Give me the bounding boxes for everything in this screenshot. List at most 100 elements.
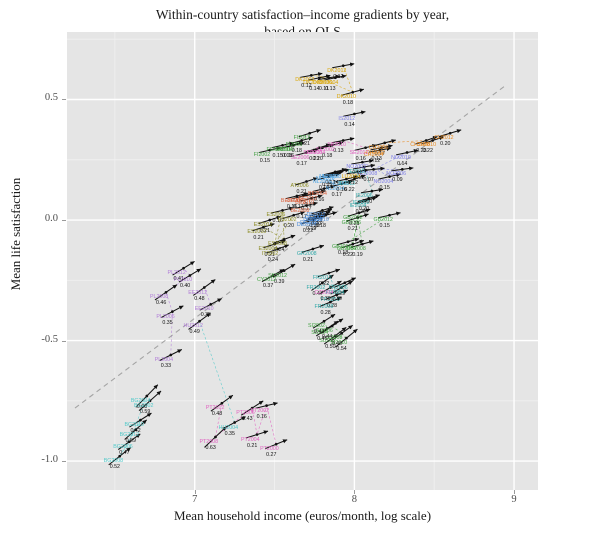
data-point — [250, 406, 254, 410]
data-point — [317, 76, 321, 80]
data-point — [118, 454, 122, 458]
point-country-year-label: CH2010 — [416, 142, 437, 149]
data-point — [353, 112, 356, 116]
point-country-year-label: SI2004 — [311, 330, 329, 337]
point-slope-value: 0.20 — [358, 206, 370, 213]
point-country-year-label: FI2008 — [285, 142, 303, 149]
y-tick-label: -1.0 — [41, 454, 58, 466]
point-country-year-label: IE2010 — [347, 168, 365, 175]
point-country-year-label: SE2006 — [290, 154, 310, 161]
data-point — [327, 271, 331, 275]
point-slope-value: 0.48 — [194, 295, 205, 302]
data-point — [295, 194, 299, 198]
point-country-year-label: ES2008 — [268, 241, 287, 248]
point-slope-value: 0.14 — [309, 85, 320, 92]
point-slope-value: 0.17 — [374, 150, 386, 157]
data-point — [139, 418, 142, 422]
point-slope-value: 0.22 — [302, 228, 314, 235]
data-point — [198, 319, 201, 323]
point-country-year-label: NO2002 — [346, 164, 367, 171]
data-point — [268, 148, 272, 152]
data-point — [340, 286, 343, 289]
point-country-year-label: NL2002 — [330, 181, 349, 188]
data-point — [308, 131, 312, 135]
point-slope-value: 0.22 — [344, 187, 355, 194]
point-country-year-label: SE2010 — [327, 142, 347, 149]
data-point — [405, 151, 409, 154]
point-country-year-label: IT2002 — [261, 250, 279, 257]
data-point — [356, 170, 359, 174]
point-country-year-label: BE2012 — [298, 195, 318, 202]
point-slope-value: 0.13 — [333, 148, 344, 155]
point-slope-value: 0.16 — [314, 196, 325, 203]
point-country-year-label: DE2010 — [309, 217, 329, 224]
point-country-year-label: IE2002 — [352, 200, 370, 207]
data-point — [327, 175, 331, 178]
point-slope-value: 0.49 — [189, 329, 200, 336]
point-country-year-label: DK2004 — [319, 79, 339, 86]
point-slope-value: 0.14 — [344, 121, 355, 128]
data-point — [281, 143, 284, 147]
data-point — [188, 274, 192, 277]
x-axis-label: Mean household income (euros/month, log … — [173, 508, 432, 523]
point-slope-value: 0.15 — [322, 182, 333, 189]
point-slope-value: 0.11 — [352, 170, 363, 177]
data-point — [164, 290, 168, 294]
point-country-year-label: IE2004 — [349, 202, 367, 209]
data-point — [345, 177, 348, 181]
y-tick-label: 0.5 — [44, 92, 58, 104]
point-country-year-label: SE2002 — [316, 147, 335, 154]
y-tick-mark — [62, 220, 66, 222]
point-country-year-label: SI2012 — [319, 337, 337, 344]
point-slope-value: 0.48 — [211, 411, 223, 418]
point-country-year-label: DK2006 — [312, 79, 332, 86]
point-country-year-label: FR2008 — [314, 303, 334, 310]
point-slope-value: 0.42 — [130, 428, 141, 435]
point-country-year-label: BE2006 — [280, 197, 300, 204]
point-country-year-label: DK2012 — [327, 67, 347, 74]
data-point — [329, 300, 332, 304]
point-slope-value: 0.17 — [304, 201, 315, 208]
point-slope-value: 0.07 — [363, 177, 374, 184]
point-slope-value: 0.27 — [266, 452, 277, 459]
data-point — [325, 327, 329, 330]
point-country-year-label: BG2012 — [119, 431, 140, 438]
point-slope-value: 0.18 — [338, 249, 349, 256]
data-layer — [74, 62, 507, 466]
point-slope-value: 0.23 — [416, 148, 427, 155]
data-point — [309, 196, 313, 200]
point-slope-value: 0.15 — [272, 153, 283, 160]
point-slope-value: 0.24 — [267, 256, 279, 263]
data-point — [214, 435, 217, 439]
point-slope-value: 0.13 — [325, 85, 336, 92]
point-country-year-label: DE2002 — [304, 214, 325, 221]
grid-layer — [67, 32, 538, 490]
data-point — [367, 196, 371, 200]
point-slope-value: 0.37 — [262, 283, 274, 290]
point-slope-value: 0.22 — [342, 252, 354, 259]
point-country-year-label: CH2002 — [365, 149, 385, 156]
point-slope-value: 0.45 — [317, 336, 328, 343]
data-point — [378, 148, 382, 152]
data-point — [281, 209, 284, 212]
point-country-year-label: CH2012 — [434, 135, 454, 142]
data-point — [301, 194, 305, 198]
point-slope-value: 0.20 — [283, 223, 295, 230]
point-slope-value: 0.16 — [336, 187, 347, 194]
point-country-year-label: DE2008 — [303, 217, 323, 224]
data-point — [341, 139, 345, 142]
point-slope-value: 0.18 — [342, 100, 354, 107]
point-slope-value: 0.20 — [310, 220, 322, 227]
data-point — [353, 177, 356, 181]
point-country-year-label: BE2008 — [290, 207, 310, 214]
point-country-year-label: FR2002 — [306, 284, 326, 291]
plot-panel: DK2012 0.12 DK2010 0.18 DK2008 0.14 DK2006 0.11… — [67, 32, 538, 490]
point-country-year-label: PL2008 — [149, 294, 169, 301]
point-country-year-label: CH2006 — [368, 144, 389, 151]
point-slope-value: 0.59 — [140, 408, 151, 415]
point-slope-value: 0.16 — [286, 203, 298, 210]
point-slope-value: 0.28 — [326, 302, 338, 309]
point-country-year-label: PL2012 — [167, 270, 186, 277]
point-slope-value: 0.22 — [318, 281, 330, 288]
